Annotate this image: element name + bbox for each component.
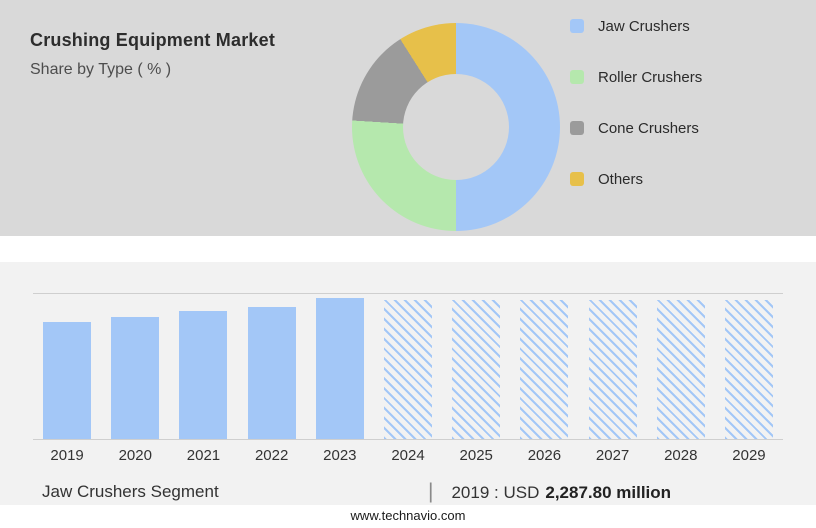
x-label-2020: 2020 [118,447,152,464]
x-label-2029: 2029 [732,447,766,464]
legend-swatch-others-icon [570,172,584,186]
page-subtitle: Share by Type ( % ) [30,61,172,78]
top-panel: Crushing Equipment Market Share by Type … [0,0,816,236]
bar-2019 [43,321,92,439]
x-label-2025: 2025 [459,447,493,464]
donut-chart-wrap [352,23,560,231]
bar-2023 [315,298,364,439]
bar-2021 [179,311,228,439]
legend-swatch-roller-crushers-icon [570,70,584,84]
legend-label-roller-crushers: Roller Crushers [598,68,703,86]
legend: Jaw Crushers Roller Crushers Cone Crushe… [570,14,702,218]
caption-value-group: | 2019 : USD 2,287.80 million [428,480,671,504]
caption-value-bold: 2,287.80 million [545,483,672,502]
page-title: Crushing Equipment Market [30,30,276,50]
bar-slot-2023 [306,294,374,439]
bar-slot-2027 [579,294,647,439]
bar-2020 [111,317,160,439]
legend-item-jaw-crushers: Jaw Crushers [570,14,702,38]
x-label-2019: 2019 [50,447,84,464]
legend-label-cone-crushers: Cone Crushers [598,119,699,137]
bar-slot-2020 [101,294,169,439]
footer-url: www.technavio.com [350,508,466,523]
caption-divider: | [428,480,434,503]
bar-slot-2026 [510,294,578,439]
bar-slot-2028 [647,294,715,439]
bar-2022 [247,307,296,439]
bar-slot-2019 [33,294,101,439]
caption-value-prefix: 2019 : USD [451,483,540,502]
legend-swatch-jaw-crushers-icon [570,19,584,33]
caption-row: Jaw Crushers Segment | 2019 : USD 2,287.8… [0,480,816,504]
legend-item-others: Others [570,167,702,191]
caption-value: 2019 : USD 2,287.80 million [451,483,671,503]
bar-2025-forecast [452,299,501,439]
bar-2029-forecast [724,299,773,439]
bar-slot-2021 [169,294,237,439]
donut-hole [403,74,509,180]
x-label-2022: 2022 [254,447,289,464]
x-label-2023: 2023 [323,447,357,464]
bar-slot-2025 [442,294,510,439]
legend-item-cone-crushers: Cone Crushers [570,116,702,140]
bar-2028-forecast [656,299,705,439]
x-label-2028: 2028 [664,447,698,464]
legend-item-roller-crushers: Roller Crushers [570,65,702,89]
bar-slot-2024 [374,294,442,439]
bar-slot-2022 [238,294,306,439]
x-label-2024: 2024 [391,447,425,464]
segment-label: Jaw Crushers Segment [42,482,219,501]
bar-2027-forecast [588,299,637,439]
bar-slot-2029 [715,294,783,439]
legend-swatch-cone-crushers-icon [570,121,584,135]
x-label-2021: 2021 [186,447,221,464]
legend-label-jaw-crushers: Jaw Crushers [598,17,690,35]
legend-label-others: Others [598,170,644,188]
bar-plot [33,293,783,440]
x-label-2027: 2027 [595,447,630,464]
bar-2024-forecast [384,299,433,439]
bar-2026-forecast [520,299,569,439]
header: Crushing Equipment Market Share by Type … [30,30,275,79]
x-axis: 2019 2020 2021 2022 2023 2024 2025 2026 2027 2028… [33,447,783,464]
x-label-2026: 2026 [527,447,562,464]
